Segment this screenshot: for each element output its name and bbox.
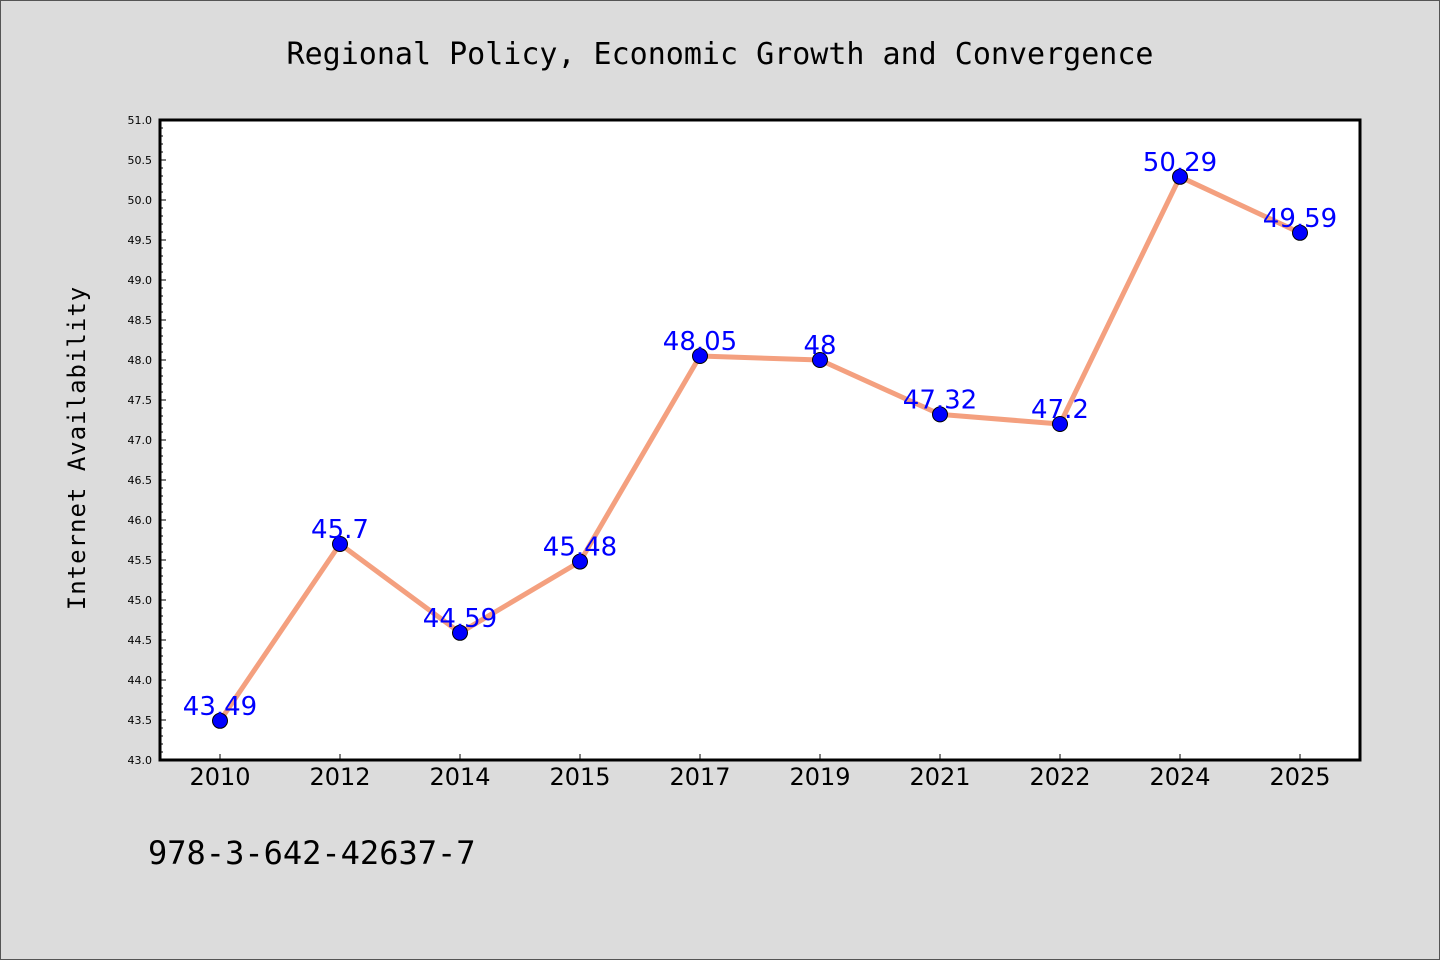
data-label: 49.59 (1263, 204, 1337, 234)
data-point (212, 712, 228, 729)
data-point (1172, 168, 1188, 185)
y-tick-label: 45.5 (128, 554, 153, 567)
y-tick-label: 43.0 (128, 754, 153, 767)
y-tick-label: 44.0 (128, 674, 153, 687)
y-axis: 43.0 43.5 44.0 44.5 45.0 45.5 46.0 46.5 47.0 47.5… (128, 114, 166, 767)
data-label: 47.2 (1031, 395, 1089, 425)
data-point (1292, 224, 1308, 241)
y-tick-label: 50.5 (128, 154, 153, 167)
plot-area (160, 120, 1360, 760)
x-tick-label: 2014 (429, 763, 490, 791)
y-tick-label: 51.0 (128, 114, 153, 127)
x-tick-label: 2012 (309, 763, 370, 791)
x-tick-label: 2015 (549, 763, 610, 791)
y-tick-label: 50.0 (128, 194, 153, 207)
x-tick-label: 2010 (189, 763, 250, 791)
y-tick-label: 44.5 (128, 634, 153, 647)
x-tick-label: 2022 (1029, 763, 1090, 791)
chart-title: Regional Policy, Economic Growth and Con… (287, 37, 1154, 72)
y-tick-label: 46.5 (128, 474, 153, 487)
data-point (1052, 416, 1068, 432)
data-label: 44.59 (423, 604, 497, 634)
data-label: 48.05 (663, 327, 737, 357)
x-tick-label: 2024 (1149, 763, 1210, 791)
x-tick-label: 2019 (789, 763, 850, 791)
x-tick-label: 2021 (909, 763, 970, 791)
y-tick-label: 48.5 (128, 314, 153, 327)
y-tick-label: 49.5 (128, 234, 153, 247)
y-tick-label: 46.0 (128, 514, 153, 527)
data-label: 43.49 (183, 692, 257, 722)
data-label: 50.29 (1143, 148, 1217, 178)
data-labels: 43.49 45.7 44.59 45.48 48.05 48 47.32 47.2 50.29… (183, 148, 1337, 722)
data-point (692, 348, 708, 364)
y-tick-label: 47.5 (128, 394, 153, 407)
data-point (452, 624, 468, 641)
series-markers (212, 168, 1308, 729)
y-tick-label: 47.0 (128, 434, 153, 447)
data-point (812, 352, 828, 368)
x-tick-label: 2017 (669, 763, 730, 791)
data-point (332, 536, 348, 552)
y-tick-label: 45.0 (128, 594, 153, 607)
data-point (932, 406, 948, 423)
series-line-group (217, 174, 1303, 724)
data-label: 45.7 (311, 515, 369, 545)
data-label: 48 (803, 331, 836, 361)
data-point (572, 553, 588, 570)
data-label: 45.48 (543, 533, 617, 563)
series-line (217, 174, 1303, 724)
y-tick-label: 43.5 (128, 714, 153, 727)
y-axis-label: Internet Availability (63, 286, 91, 610)
plot-border (158, 118, 1362, 762)
isbn-text: 978-3-642-42637-7 (148, 834, 476, 872)
y-tick-label: 49.0 (128, 274, 153, 287)
data-label: 47.32 (903, 385, 977, 415)
y-tick-label: 48.0 (128, 354, 153, 367)
x-tick-label: 2025 (1269, 763, 1330, 791)
